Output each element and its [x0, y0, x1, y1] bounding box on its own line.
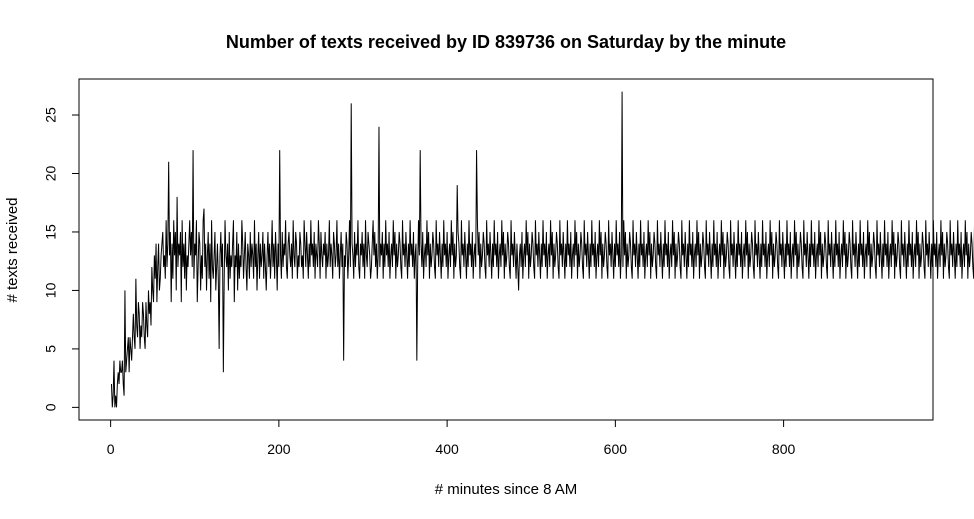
y-tick-label: 0: [43, 403, 59, 411]
y-axis-label: # texts received: [4, 197, 21, 302]
y-tick-label: 15: [43, 224, 59, 240]
y-tick-label: 20: [43, 165, 59, 181]
y-tick-label: 5: [43, 345, 59, 353]
x-tick-label: 0: [107, 441, 115, 457]
x-tick-label: 600: [604, 441, 628, 457]
y-axis: 0 5 10 15 20 25: [43, 107, 79, 411]
x-axis-label: # minutes since 8 AM: [435, 481, 578, 498]
x-tick-label: 800: [772, 441, 796, 457]
chart-title: Number of texts received by ID 839736 on…: [226, 32, 786, 52]
x-tick-label: 200: [267, 441, 291, 457]
y-tick-label: 10: [43, 282, 59, 298]
y-tick-label: 25: [43, 107, 59, 123]
series-line: [110, 91, 974, 408]
x-tick-label: 400: [435, 441, 459, 457]
x-axis: 0 200 400 600 800: [107, 420, 796, 457]
